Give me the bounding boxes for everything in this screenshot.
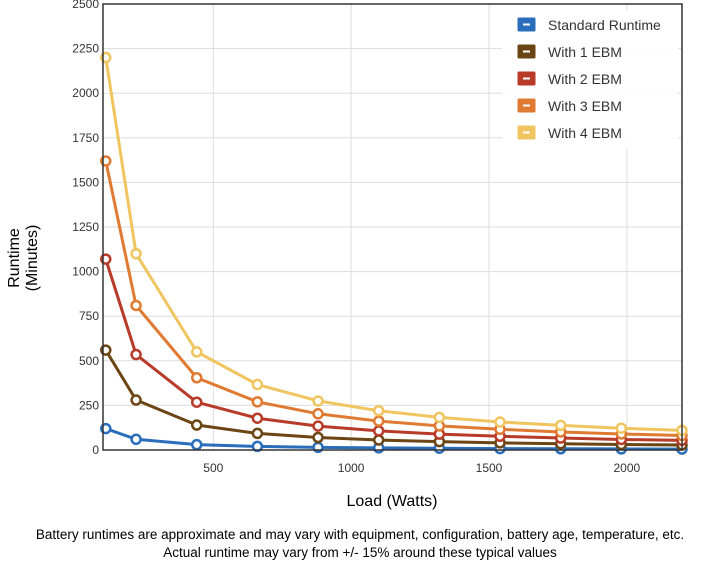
data-point[interactable]	[190, 346, 203, 358]
data-point[interactable]	[130, 248, 142, 260]
data-point[interactable]	[251, 396, 264, 408]
legend-item[interactable]: Standard Runtime	[516, 16, 661, 33]
legend-label: With 4 EBM	[548, 125, 622, 141]
y-tick-label: 2000	[72, 86, 99, 100]
data-point[interactable]	[130, 348, 142, 361]
y-tick-label: 250	[79, 398, 99, 412]
x-tick-label: 500	[203, 461, 223, 475]
legend-label: Standard Runtime	[548, 17, 661, 33]
data-point[interactable]	[130, 394, 142, 406]
data-point[interactable]	[372, 405, 385, 417]
data-point[interactable]	[615, 422, 628, 434]
legend-item[interactable]: With 1 EBM	[516, 43, 622, 60]
data-point[interactable]	[554, 419, 567, 432]
data-point[interactable]	[312, 408, 324, 420]
data-point[interactable]	[372, 425, 385, 437]
data-point[interactable]	[372, 415, 385, 427]
legend-label: With 1 EBM	[548, 44, 622, 60]
legend-label: With 3 EBM	[548, 98, 622, 114]
y-axis-title-line1: Runtime	[6, 228, 23, 288]
data-point[interactable]	[251, 427, 264, 440]
legend-item[interactable]: With 3 EBM	[516, 97, 622, 114]
x-tick-label: 2000	[614, 461, 641, 475]
y-tick-label: 500	[79, 354, 99, 368]
plot-border	[102, 3, 683, 451]
data-point[interactable]	[190, 438, 203, 451]
data-point[interactable]	[130, 433, 142, 446]
data-point[interactable]	[433, 411, 446, 424]
data-point[interactable]	[494, 416, 506, 428]
data-point[interactable]	[312, 420, 324, 432]
tick-labels: 0 250 500 750 1000 1250 1500 1750 2000 2250 2500 50…	[72, 0, 640, 475]
y-axis-title: Runtime (Minutes)	[6, 225, 41, 292]
data-point[interactable]	[190, 419, 203, 431]
data-point[interactable]	[190, 371, 203, 384]
x-tick-label: 1000	[338, 461, 365, 475]
y-tick-label: 2250	[72, 42, 99, 56]
data-point[interactable]	[251, 440, 264, 453]
footnote-line-2: Actual runtime may vary from +/- 15% aro…	[163, 545, 557, 560]
data-point[interactable]	[251, 412, 264, 424]
y-axis-title-line2: (Minutes)	[24, 225, 41, 292]
data-point[interactable]	[130, 299, 142, 312]
legend-item[interactable]: With 2 EBM	[516, 70, 622, 87]
legend: Standard Runtime With 1 EBM With 2 EBM With…	[502, 10, 678, 149]
x-axis-title: Load (Watts)	[347, 493, 438, 510]
y-tick-label: 1250	[72, 220, 99, 234]
x-tick-label: 1500	[476, 461, 503, 475]
y-tick-label: 1000	[72, 265, 99, 279]
data-point[interactable]	[312, 395, 324, 407]
data-point[interactable]	[190, 396, 203, 408]
data-point[interactable]	[312, 431, 324, 444]
y-tick-label: 1500	[72, 175, 99, 189]
y-tick-label: 750	[79, 309, 99, 323]
legend-item[interactable]: With 4 EBM	[516, 124, 622, 141]
y-tick-label: 0	[92, 443, 99, 457]
legend-label: With 2 EBM	[548, 71, 622, 87]
runtime-chart: 0 250 500 750 1000 1250 1500 1750 2000 2250 2500 50…	[6, 0, 688, 510]
footnote-line-1: Battery runtimes are approximate and may…	[35, 527, 685, 542]
y-tick-label: 1750	[72, 131, 99, 145]
data-point[interactable]	[251, 378, 264, 391]
y-tick-label: 2500	[72, 0, 99, 11]
data-point[interactable]	[372, 434, 385, 446]
